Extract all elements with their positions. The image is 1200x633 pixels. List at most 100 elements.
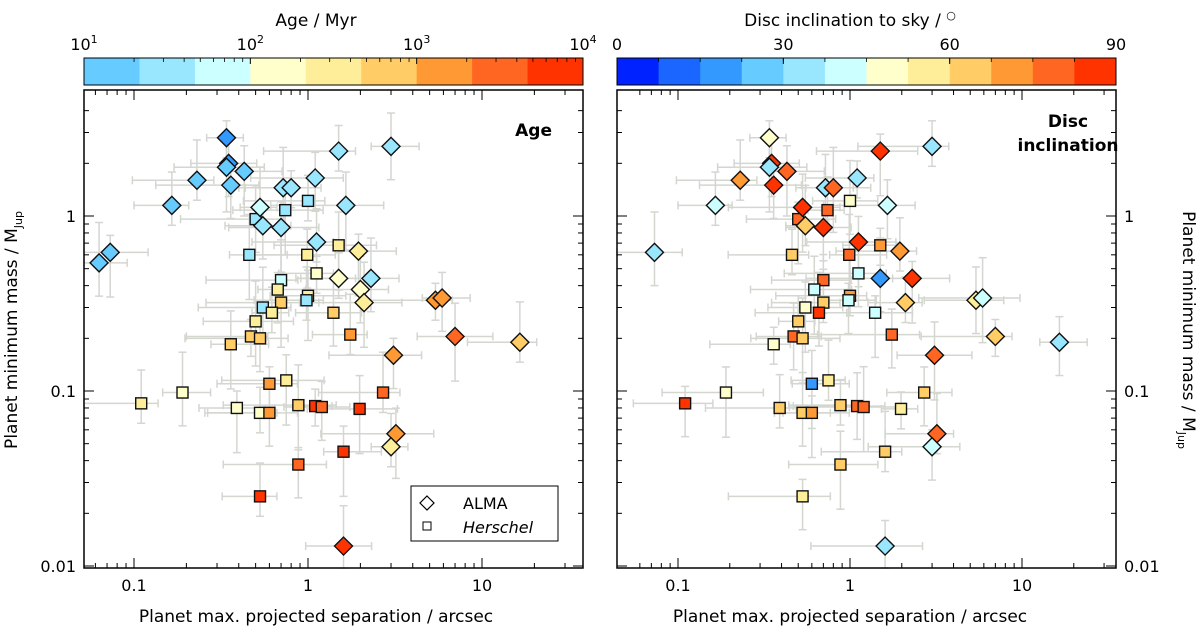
colorbar-frame: [83, 57, 584, 86]
herschel-square-point: [874, 239, 887, 252]
alma-diamond-point: [985, 326, 1006, 347]
colorbar-tick-label: 102: [237, 33, 264, 54]
alma-diamond-point: [281, 177, 302, 198]
herschel-square-point: [817, 273, 830, 287]
y-tick-label: 0.1: [51, 382, 76, 401]
x-axis-label: Planet max. projected separation / arcse…: [673, 607, 1027, 627]
alma-diamond-point: [922, 136, 943, 157]
alma-diamond-point: [252, 215, 273, 236]
colorbar-tick-exp: 1: [91, 33, 98, 46]
herschel-square-point: [808, 283, 821, 296]
alma-diamond-point: [870, 141, 891, 162]
alma-diamond-point: [234, 161, 255, 182]
alma-diamond-point: [972, 288, 993, 308]
x-tick-label: 0.1: [121, 576, 146, 595]
colorbar-age: [83, 57, 584, 86]
herschel-square-point: [292, 398, 305, 412]
legend: ALMA Herschel: [410, 485, 559, 542]
colorbar-segment: [139, 58, 196, 85]
herschel-square-point: [265, 306, 279, 319]
alma-diamond-point: [328, 268, 349, 289]
herschel-square-point: [822, 374, 835, 387]
data-points: [89, 127, 530, 557]
panel-disc-inclination: Disc inclination to sky / ○ 0 30 60 90 0.1 1…: [612, 9, 1198, 627]
legend-label-alma: ALMA: [463, 494, 508, 513]
alma-diamond-point: [759, 157, 780, 178]
alma-diamond-point: [328, 141, 349, 162]
herschel-square-point: [885, 328, 899, 341]
alma-diamond-point: [763, 175, 784, 196]
colorbar-segment: [305, 58, 362, 85]
alma-diamond-point: [445, 326, 466, 347]
alma-diamond-point: [432, 288, 453, 308]
colorbar-tick-label: 0: [612, 35, 622, 54]
colorbar-segment: [472, 58, 529, 85]
herschel-square-point: [376, 386, 390, 399]
plot-frame: [83, 89, 584, 569]
alma-diamond-point: [1049, 332, 1070, 353]
y-axis-label-sub: Jup: [1175, 431, 1188, 449]
colorbar-tick-exp: 2: [257, 33, 264, 46]
herschel-square-point: [274, 296, 288, 309]
colorbar-segment: [416, 58, 473, 85]
herschel-square-point: [842, 294, 855, 307]
herschel-square-point: [292, 458, 305, 471]
herschel-square-point: [327, 306, 340, 319]
colorbar-label: Age / Myr: [275, 11, 356, 31]
panel-title: Age: [515, 121, 552, 141]
herschel-square-point: [344, 328, 357, 341]
x-tick-label: 1: [303, 576, 313, 595]
herschel-square-point: [300, 294, 313, 307]
alma-diamond-point: [306, 232, 327, 253]
alma-diamond-point: [792, 197, 813, 218]
herschel-square-point: [878, 445, 892, 458]
herschel-square-point: [263, 377, 276, 390]
herschel-square-point: [310, 267, 323, 280]
y-tick-label: 0.01: [1124, 557, 1160, 576]
x-tick-label: 10: [472, 576, 492, 595]
colorbar-segment: [949, 58, 992, 85]
herschel-square-point: [230, 401, 244, 415]
herschel-square-point: [796, 490, 809, 503]
colorbar-segment: [741, 58, 784, 85]
legend-diamond-icon: [419, 495, 435, 511]
alma-diamond-point: [776, 161, 797, 182]
alma-diamond-point: [250, 197, 271, 218]
alma-diamond-point: [895, 292, 916, 313]
alma-diamond-point: [902, 268, 923, 289]
error-bars: [616, 120, 1088, 569]
alma-diamond-point: [381, 136, 402, 157]
colorbar-segment: [250, 58, 307, 85]
alma-diamond-point: [216, 127, 237, 148]
colorbar-tick-label: 30: [773, 35, 793, 54]
y-axis-label: Planet minimum mass / MJup: [2, 211, 25, 449]
y-axis-label: Planet minimum mass / MJup: [1175, 211, 1198, 449]
alma-diamond-point: [922, 436, 943, 457]
herschel-square-point: [353, 402, 366, 416]
herschel-square-point: [796, 332, 809, 345]
colorbar-segment: [1032, 58, 1075, 85]
panel-title-line-1: Disc: [1048, 112, 1088, 132]
colorbar-tick-label: 103: [403, 33, 430, 54]
x-axis-label: Planet max. projected separation / arcse…: [139, 607, 493, 627]
x-tick-label: 10: [1012, 576, 1032, 595]
alma-diamond-point: [847, 167, 868, 188]
colorbar-tick-exp: 4: [590, 33, 597, 46]
colorbar-segment: [908, 58, 951, 85]
alma-diamond-point: [186, 170, 207, 191]
alma-diamond-point: [271, 217, 292, 238]
alma-diamond-point: [381, 436, 402, 457]
herschel-square-point: [843, 194, 857, 208]
herschel-square-point: [805, 406, 819, 420]
alma-diamond-point: [730, 170, 751, 191]
herschel-square-point: [894, 402, 908, 416]
legend-label-herschel: Herschel: [463, 518, 534, 537]
x-tick-label: 0.1: [665, 576, 690, 595]
herschel-square-point: [253, 332, 267, 345]
colorbar-segment: [194, 58, 251, 85]
alma-diamond-point: [870, 268, 891, 289]
herschel-square-point: [834, 398, 847, 412]
colorbar-tick-label: 90: [1106, 35, 1126, 54]
alma-diamond-point: [813, 217, 834, 238]
